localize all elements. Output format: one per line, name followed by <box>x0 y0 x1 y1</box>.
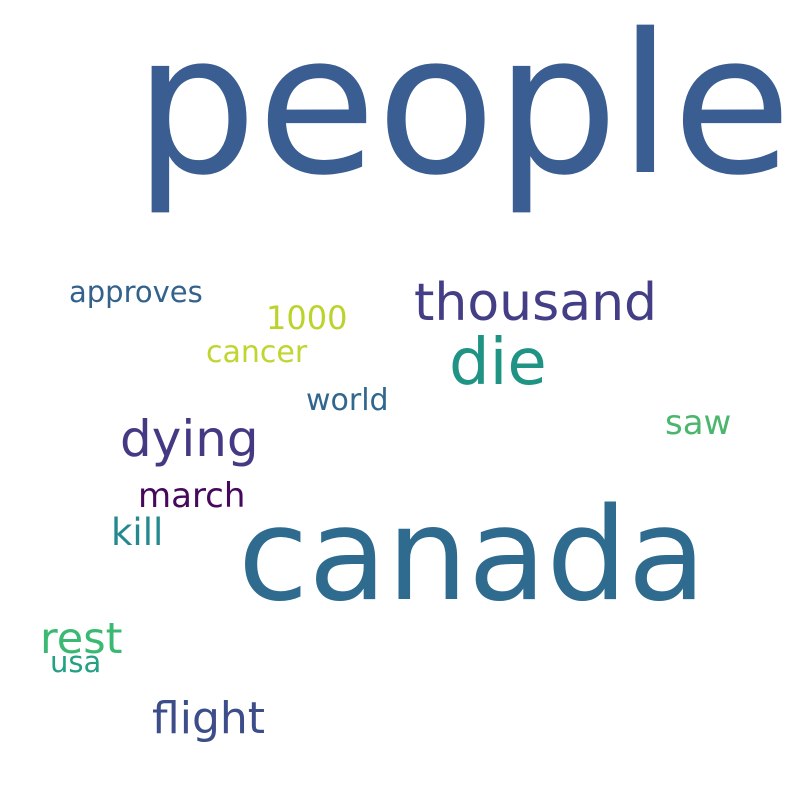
word-die: die <box>449 326 547 400</box>
word-flight: flight <box>152 693 266 744</box>
word-kill: kill <box>111 511 164 554</box>
word-1000: 1000 <box>266 299 348 337</box>
word-cancer: cancer <box>206 335 308 370</box>
word-people: people <box>134 0 792 218</box>
word-approves: approves <box>69 275 203 309</box>
word-canada: canada <box>238 481 707 630</box>
word-march: march <box>138 476 246 516</box>
word-world: world <box>306 383 389 418</box>
word-rest: rest <box>40 614 123 664</box>
word-usa: usa <box>50 645 102 679</box>
word-dying: dying <box>120 410 259 468</box>
word-thousand: thousand <box>414 273 658 333</box>
word-saw: saw <box>665 403 732 443</box>
